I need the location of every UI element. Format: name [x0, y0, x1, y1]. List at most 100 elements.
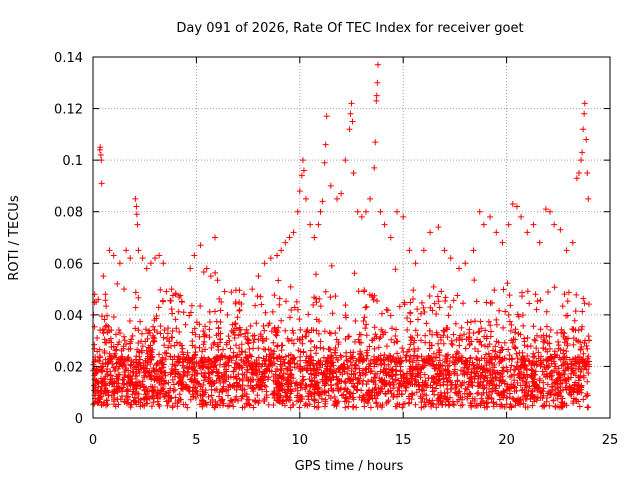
data-point — [512, 345, 519, 352]
data-point — [579, 308, 586, 315]
data-point — [467, 391, 474, 398]
data-point — [323, 375, 330, 382]
data-point — [288, 371, 295, 378]
data-point — [554, 338, 561, 345]
data-point — [233, 366, 240, 373]
data-point — [216, 361, 223, 368]
data-point — [135, 294, 142, 301]
data-point — [527, 343, 534, 350]
data-point — [290, 340, 297, 347]
data-point — [477, 318, 484, 325]
data-point — [421, 371, 428, 378]
data-point — [585, 370, 592, 377]
data-point — [468, 369, 475, 376]
data-point — [112, 367, 119, 374]
data-point — [344, 357, 351, 364]
data-point — [570, 335, 577, 342]
data-point — [236, 351, 243, 358]
data-point — [305, 393, 312, 400]
data-point — [466, 341, 473, 348]
data-point — [274, 343, 281, 350]
data-point — [313, 299, 320, 306]
data-point — [333, 403, 340, 410]
data-point — [286, 234, 293, 241]
data-point — [511, 366, 518, 373]
data-point — [475, 348, 482, 355]
data-point — [327, 330, 334, 337]
data-point — [271, 348, 278, 355]
data-point — [536, 375, 543, 382]
data-point — [401, 372, 408, 379]
data-point — [475, 329, 482, 336]
data-point — [506, 394, 513, 401]
data-point — [526, 383, 533, 390]
data-point — [429, 400, 436, 407]
data-point — [227, 354, 234, 361]
data-point — [493, 316, 500, 323]
data-point — [303, 382, 310, 389]
data-point — [262, 383, 269, 390]
data-point — [496, 360, 503, 367]
data-point — [413, 389, 420, 396]
y-tick-label: 0.14 — [54, 51, 83, 66]
data-point — [139, 330, 146, 337]
data-point — [524, 288, 531, 295]
data-point — [217, 307, 224, 314]
data-point — [479, 369, 486, 376]
data-point — [560, 367, 567, 374]
data-point — [138, 365, 145, 372]
data-point — [287, 351, 294, 358]
data-point — [252, 367, 259, 374]
data-point — [108, 327, 115, 334]
data-point — [367, 195, 374, 202]
data-point — [575, 170, 582, 177]
data-point — [407, 310, 414, 317]
data-point — [176, 294, 183, 301]
data-point — [523, 365, 530, 372]
data-point — [144, 365, 151, 372]
data-point — [172, 400, 179, 407]
data-point — [98, 313, 105, 320]
data-point — [358, 387, 365, 394]
data-point — [177, 292, 184, 299]
data-point — [354, 208, 361, 215]
data-point — [132, 325, 139, 332]
data-point — [421, 403, 428, 410]
data-point — [513, 203, 520, 210]
data-point — [469, 359, 476, 366]
data-point — [483, 359, 490, 366]
data-point — [505, 311, 512, 318]
data-point — [577, 373, 584, 380]
data-point — [420, 247, 427, 254]
data-point — [364, 352, 371, 359]
data-point — [238, 357, 245, 364]
data-point — [205, 361, 212, 368]
data-point — [379, 379, 386, 386]
data-point — [386, 381, 393, 388]
data-point — [466, 326, 473, 333]
data-point — [392, 332, 399, 339]
data-point — [192, 349, 199, 356]
data-point — [255, 345, 262, 352]
data-point — [203, 332, 210, 339]
data-point — [407, 318, 414, 325]
data-point — [291, 304, 298, 311]
data-point — [237, 383, 244, 390]
data-point — [119, 376, 126, 383]
data-point — [297, 353, 304, 360]
data-point — [124, 355, 131, 362]
data-point — [195, 380, 202, 387]
data-point — [156, 351, 163, 358]
data-point — [302, 386, 309, 393]
data-point — [442, 294, 449, 301]
data-point — [377, 402, 384, 409]
data-point — [473, 370, 480, 377]
data-point — [149, 393, 156, 400]
data-point — [455, 357, 462, 364]
data-point — [555, 365, 562, 372]
data-point — [180, 364, 187, 371]
data-point — [213, 318, 220, 325]
y-tick-label: 0.06 — [54, 257, 83, 272]
data-point — [537, 388, 544, 395]
data-point — [177, 396, 184, 403]
